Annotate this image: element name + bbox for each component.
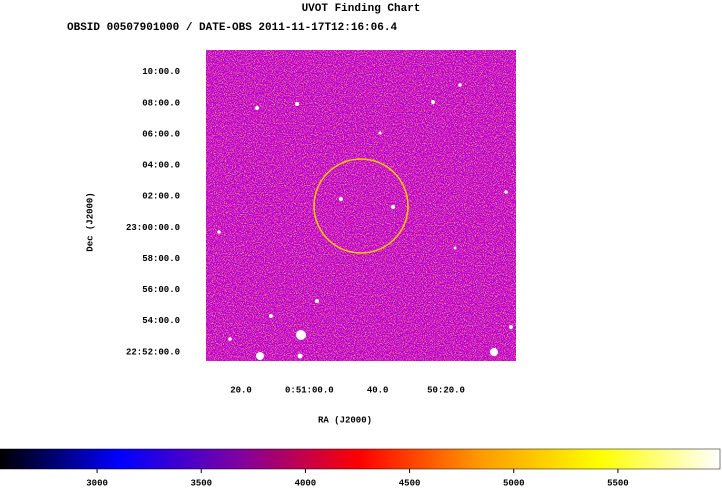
colorbar-tick-label: 5000 [503,478,525,488]
colorbar-tick-label: 5500 [607,478,629,488]
y-tick-label: 08:00.0 [142,98,180,108]
source-circle [313,158,409,254]
x-tick-label: 20.0 [230,385,252,395]
y-tick-label: 54:00.0 [142,316,180,326]
x-axis-label: RA (J2000) [318,415,372,425]
colorbar-tick-label: 3000 [86,478,108,488]
y-tick-label: 56:00.0 [142,285,180,295]
y-tick-label: 23:00:00.0 [126,223,180,233]
y-tick-label: 04:00.0 [142,161,180,171]
colorbar-tick-label: 4000 [295,478,317,488]
x-tick-label: 40.0 [367,385,389,395]
y-tick-label: 02:00.0 [142,192,180,202]
colorbar-tick-label: 3500 [190,478,212,488]
colorbar-tick-label: 4500 [399,478,421,488]
stars [217,83,513,360]
y-tick-label: 06:00.0 [142,129,180,139]
y-axis-label: Dec (J2000) [85,192,95,251]
chart-title: UVOT Finding Chart [302,3,421,15]
sky-image [206,50,516,361]
x-tick-label: 0:51:00.0 [285,385,334,395]
y-tick-label: 58:00.0 [142,254,180,264]
y-tick-label: 22:52:00.0 [126,347,180,357]
colorbar [0,448,721,470]
chart-subtitle: OBSID 00507901000 / DATE-OBS 2011-11-17T… [67,22,397,34]
x-tick-label: 50:20.0 [427,385,465,395]
y-tick-label: 10:00.0 [142,67,180,77]
